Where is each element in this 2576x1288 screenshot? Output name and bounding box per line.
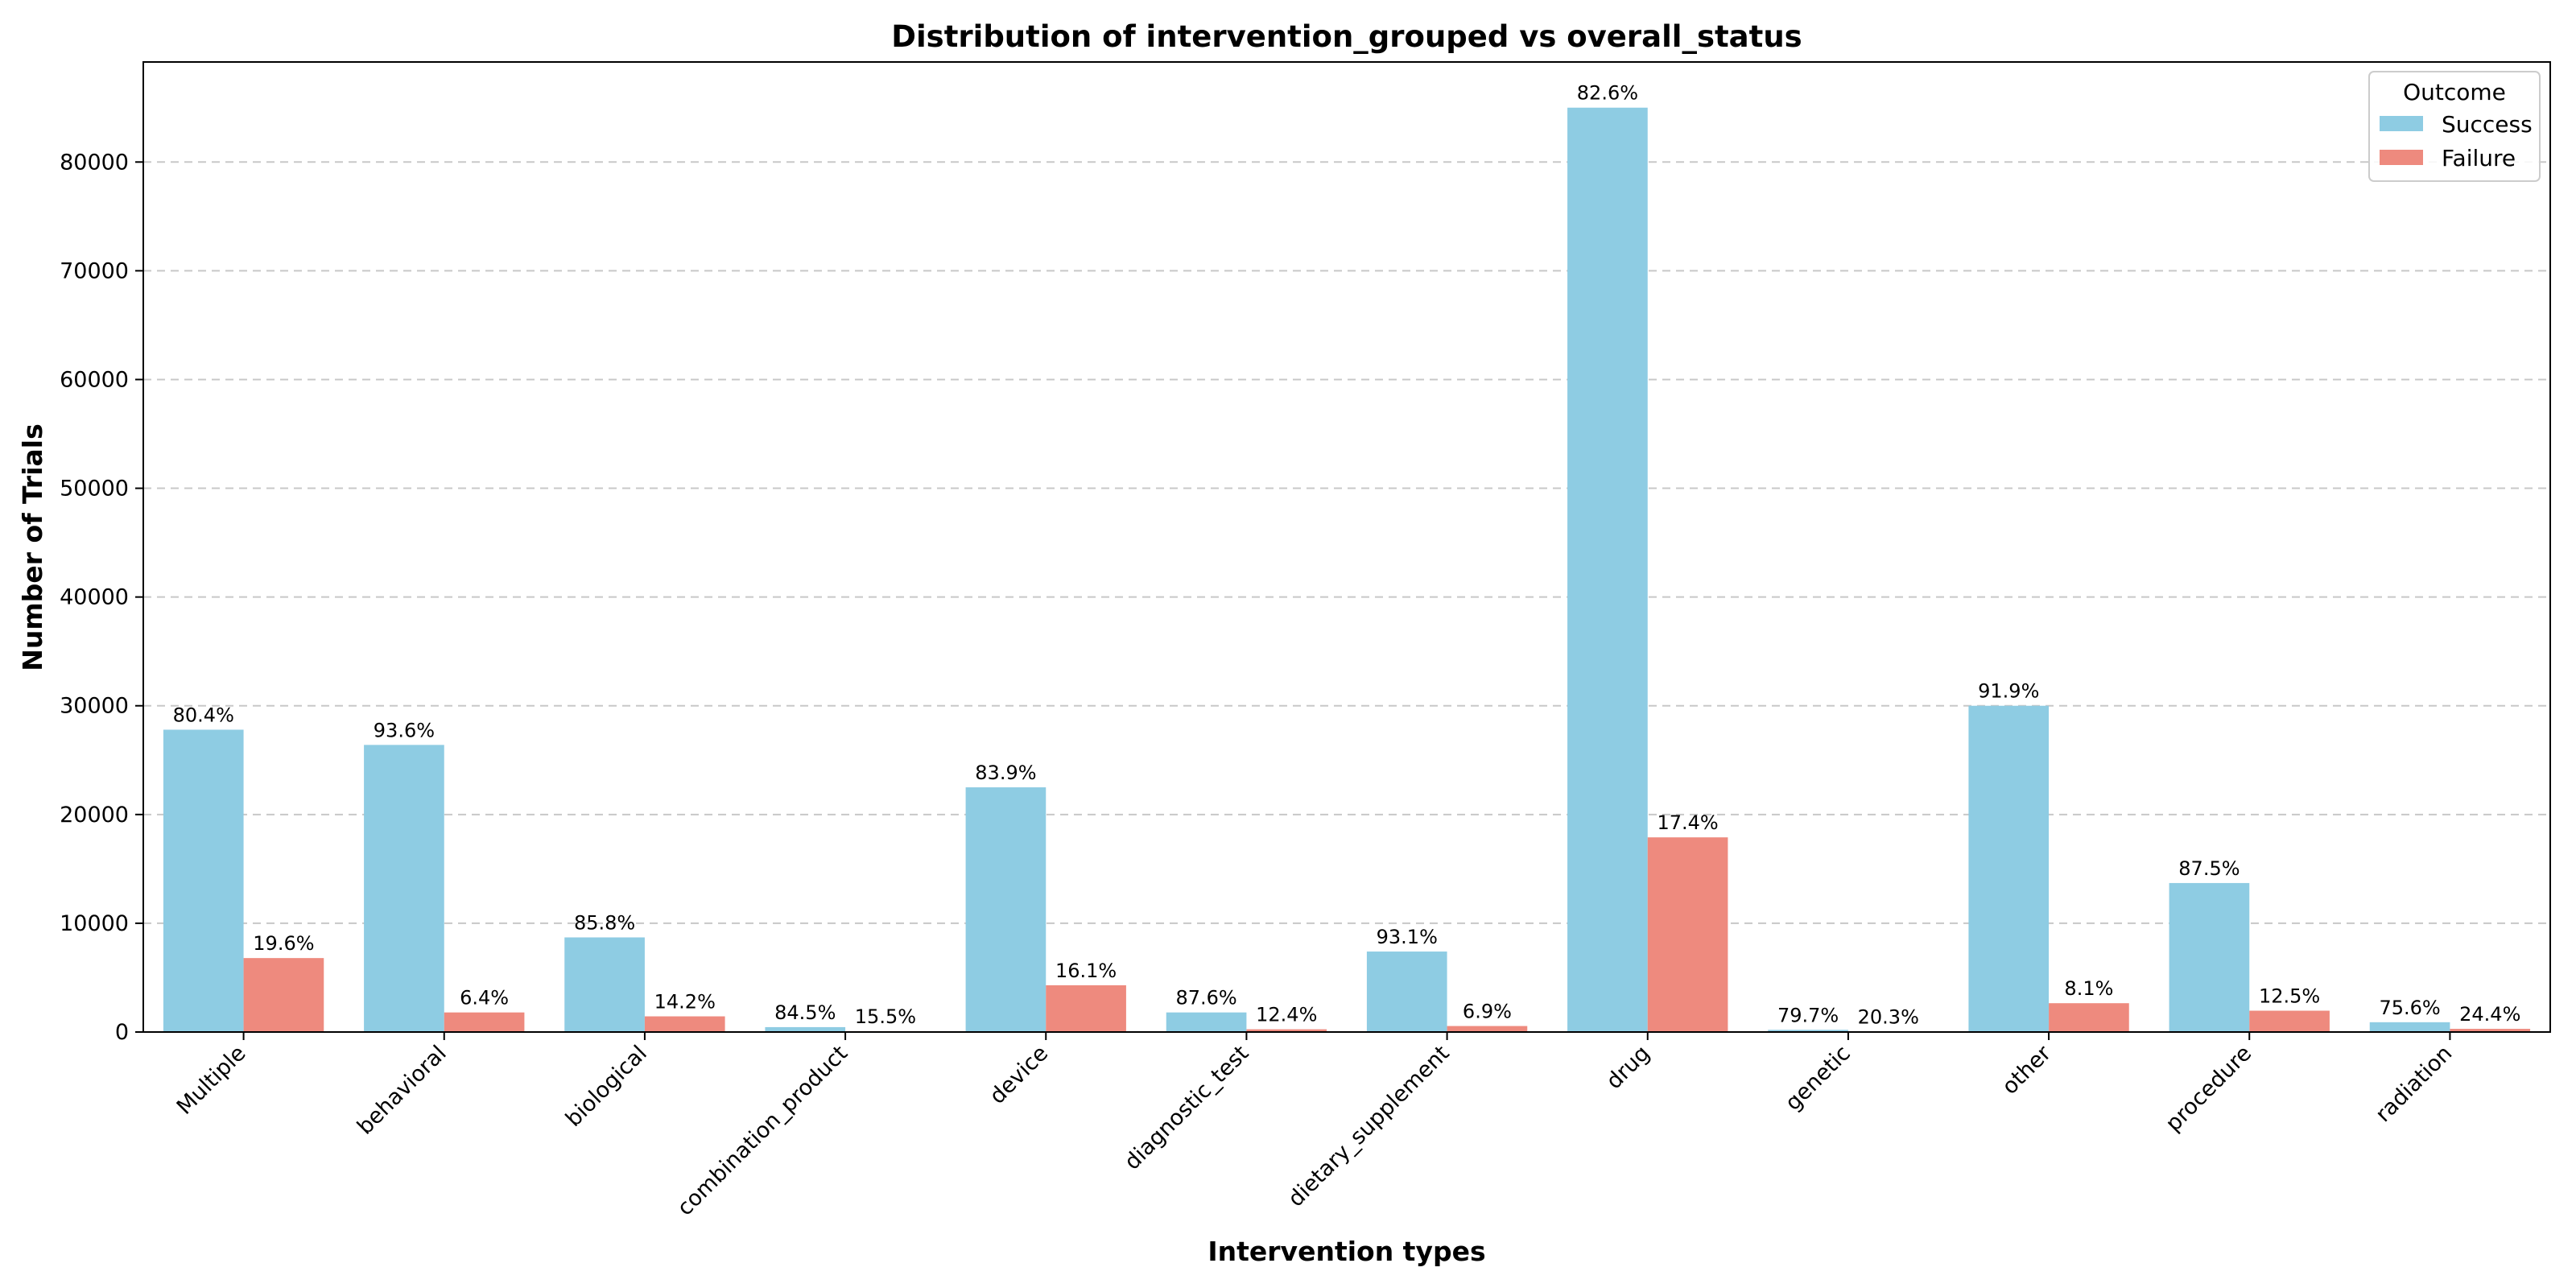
bar-failure-other [2049,1003,2129,1032]
x-tick-label: combination_product [673,1041,852,1220]
x-tick-label: biological [561,1041,652,1132]
bar-failure-Multiple [243,958,324,1032]
bar-label-success-device: 83.9% [975,762,1036,784]
x-tick-label: other [1997,1040,2056,1099]
bar-label-failure-procedure: 12.5% [2259,985,2320,1008]
bar-success-procedure [2169,882,2250,1032]
x-tick-label: Multiple [172,1041,251,1120]
bar-label-failure-dietary_supplement: 6.9% [1463,1001,1512,1023]
bar-label-failure-other: 8.1% [2064,977,2113,1000]
bar-label-success-genetic: 79.7% [1777,1004,1839,1026]
bars [163,107,2531,1032]
y-axis-title: Number of Trials [17,423,48,671]
bar-success-biological [564,937,645,1032]
x-tick-label: drug [1602,1041,1655,1094]
bar-label-success-behavioral: 93.6% [374,719,435,741]
bar-label-failure-diagnostic_test: 12.4% [1256,1004,1317,1026]
y-tick-label: 20000 [60,803,129,828]
bar-label-failure-combination_product: 15.5% [855,1005,916,1028]
y-tick-label: 60000 [60,367,129,392]
bar-failure-behavioral [444,1012,525,1032]
bar-failure-drug [1647,837,1728,1032]
legend-label-success: Success [2442,111,2533,138]
legend-swatch-failure [2380,150,2423,165]
x-tick-label: dietary_supplement [1283,1041,1454,1212]
x-axis-title: Intervention types [1208,1236,1485,1267]
x-tick-label: procedure [2161,1041,2256,1137]
bar-success-genetic [1768,1030,1848,1032]
bar-label-success-diagnostic_test: 87.6% [1175,987,1236,1009]
bar-label-success-combination_product: 84.5% [774,1001,836,1024]
plot-frame [142,61,2551,1033]
chart-title: Distribution of intervention_grouped vs … [891,19,1802,54]
x-tick-label: diagnostic_test [1120,1041,1253,1174]
bar-label-failure-biological: 14.2% [654,991,716,1013]
grid-lines [143,161,2550,924]
bar-failure-diagnostic_test [1246,1029,1327,1032]
y-tick-label: 30000 [60,694,129,719]
x-tick-label: radiation [2371,1041,2457,1127]
bar-label-success-radiation: 75.6% [2379,997,2440,1019]
x-tick-label: behavioral [353,1041,452,1140]
bar-label-failure-device: 16.1% [1055,960,1117,982]
bar-value-labels: 80.4% 93.6% 85.8% 84.5% 83.9% 87.6% 93.1% 82.6%… [173,82,2521,1029]
bar-success-drug [1567,107,1648,1032]
bar-failure-device [1046,985,1126,1032]
x-tick-label: device [985,1041,1054,1109]
legend-label-failure: Failure [2442,145,2516,171]
bar-label-failure-radiation: 24.4% [2459,1003,2520,1026]
bar-label-success-dietary_supplement: 93.1% [1377,926,1438,948]
bar-success-Multiple [163,729,244,1032]
bar-success-dietary_supplement [1366,952,1447,1032]
bar-label-failure-behavioral: 6.4% [460,987,509,1009]
bar-success-radiation [2369,1022,2450,1032]
bar-label-success-biological: 85.8% [574,911,635,934]
bar-label-failure-Multiple: 19.6% [253,932,314,955]
bar-failure-dietary_supplement [1447,1026,1528,1032]
bar-label-success-Multiple: 80.4% [173,704,234,726]
y-tick-label: 50000 [60,477,129,502]
y-tick-label: 40000 [60,585,129,610]
y-axis: 0 10000 20000 30000 40000 50000 60000 70000 8000… [60,150,143,1045]
bar-label-success-drug: 82.6% [1577,82,1638,105]
bar-success-behavioral [364,745,444,1032]
bar-label-failure-drug: 17.4% [1657,811,1718,834]
y-tick-label: 10000 [60,911,129,936]
bar-label-failure-genetic: 20.3% [1858,1005,1919,1028]
y-tick-label: 0 [115,1020,129,1045]
legend: Outcome Success Failure [2368,71,2541,182]
bar-success-diagnostic_test [1166,1012,1247,1032]
bar-failure-biological [644,1016,725,1032]
bar-failure-radiation [2450,1029,2531,1032]
legend-swatch-success [2380,116,2423,131]
bar-success-device [965,787,1046,1032]
y-tick-label: 70000 [60,258,129,283]
bar-success-combination_product [765,1026,846,1032]
x-tick-label: genetic [1781,1041,1856,1116]
legend-title: Outcome [2403,79,2506,105]
bar-label-success-other: 91.9% [1978,680,2039,703]
bar-success-other [1968,705,2050,1032]
bar-failure-procedure [2249,1010,2330,1032]
x-axis: Multiple behavioral biological combination_… [172,1032,2457,1220]
bar-label-success-procedure: 87.5% [2178,857,2240,880]
y-tick-label: 80000 [60,150,129,175]
